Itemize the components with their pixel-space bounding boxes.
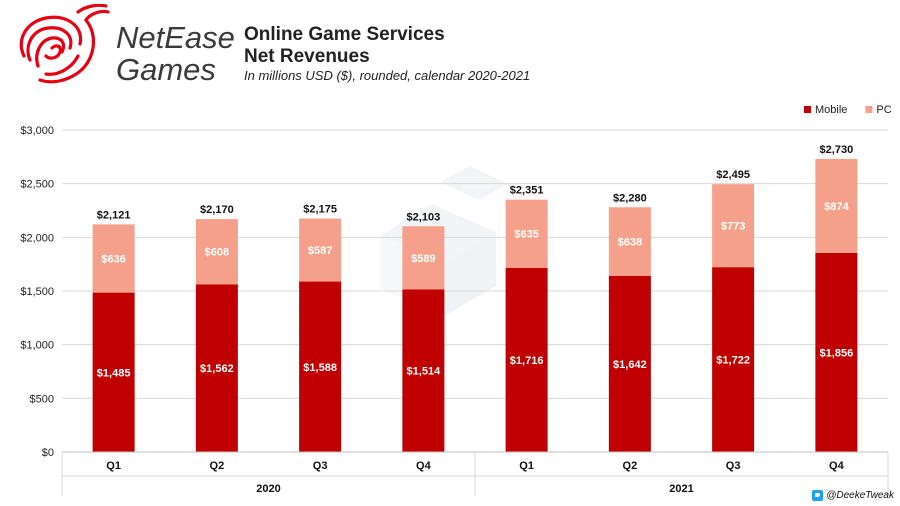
legend-label: Mobile (815, 104, 847, 116)
chart-title-line1: Online Game Services (244, 24, 445, 45)
x-tick-label: Q3 (726, 460, 741, 472)
x-tick-label: Q4 (829, 460, 845, 472)
bar-pc (299, 218, 342, 282)
data-label-total: $2,175 (303, 204, 337, 216)
bar-pc (712, 184, 755, 268)
data-label-mobile: $1,722 (716, 355, 750, 367)
x-tick-label: Q2 (210, 460, 225, 472)
bar-mobile (299, 281, 342, 452)
bar-mobile (608, 275, 651, 452)
y-tick-label: $2,000 (20, 232, 54, 244)
data-label-mobile: $1,562 (200, 363, 234, 375)
legend-swatch (804, 106, 811, 113)
x-tick-label: Q1 (106, 460, 121, 472)
data-label-pc: $587 (308, 245, 332, 257)
bar-pc (402, 226, 445, 290)
y-tick-label: $0 (42, 447, 54, 459)
data-label-pc: $608 (205, 247, 229, 259)
data-label-mobile: $1,588 (303, 362, 337, 374)
chart-subtitle: In millions USD ($), rounded, calendar 2… (244, 68, 531, 83)
twitter-icon (812, 490, 824, 501)
legend-swatch (865, 106, 873, 113)
brand-line1: NetEase (116, 20, 235, 55)
bar-pc (815, 158, 858, 253)
bar-mobile (712, 267, 755, 452)
bar-pc (505, 199, 548, 268)
data-label-pc: $636 (101, 253, 125, 265)
y-tick-label: $1,500 (20, 286, 54, 298)
data-label-total: $2,495 (716, 169, 750, 181)
chart-title-line2: Net Revenues (244, 46, 370, 67)
y-tick-label: $500 (30, 393, 54, 405)
data-label-total: $2,730 (820, 144, 854, 156)
bar-mobile (815, 252, 858, 452)
data-label-pc: $874 (824, 201, 849, 213)
y-tick-label: $3,000 (20, 125, 54, 137)
data-label-mobile: $1,716 (510, 355, 544, 367)
data-label-pc: $589 (411, 253, 435, 265)
x-tick-label: Q1 (519, 460, 534, 472)
bar-mobile (92, 292, 135, 452)
x-tick-label: Q2 (623, 460, 638, 472)
data-label-pc: $773 (721, 221, 745, 233)
bar-mobile (195, 284, 238, 452)
brand-line2: Games (116, 52, 216, 87)
x-group-label: 2020 (256, 483, 280, 495)
credit-handle: @DeekeTweak (826, 490, 894, 501)
data-label-total: $2,170 (200, 204, 234, 216)
data-label-mobile: $1,514 (407, 366, 442, 378)
bar-pc (608, 207, 651, 276)
x-tick-label: Q3 (313, 460, 328, 472)
bar-pc (195, 219, 238, 285)
legend-label: PC (876, 104, 891, 116)
credit: @DeekeTweak (812, 490, 894, 501)
data-label-total: $2,351 (510, 185, 544, 197)
netease-games-logo: NetEase Games (19, 4, 235, 87)
bar-pc (92, 224, 135, 293)
data-label-mobile: $1,856 (820, 347, 854, 359)
x-group-label: 2021 (669, 483, 693, 495)
data-label-mobile: $1,642 (613, 359, 647, 371)
data-label-total: $2,103 (407, 211, 441, 223)
data-label-total: $2,121 (97, 209, 131, 221)
data-label-total: $2,280 (613, 192, 647, 204)
bar-mobile (505, 267, 548, 452)
data-label-mobile: $1,485 (97, 367, 131, 379)
y-tick-label: $2,500 (20, 179, 54, 191)
data-label-pc: $635 (514, 229, 538, 241)
data-label-pc: $638 (618, 237, 642, 249)
bar-mobile (402, 289, 445, 452)
y-tick-label: $1,000 (20, 340, 54, 352)
x-tick-label: Q4 (416, 460, 432, 472)
